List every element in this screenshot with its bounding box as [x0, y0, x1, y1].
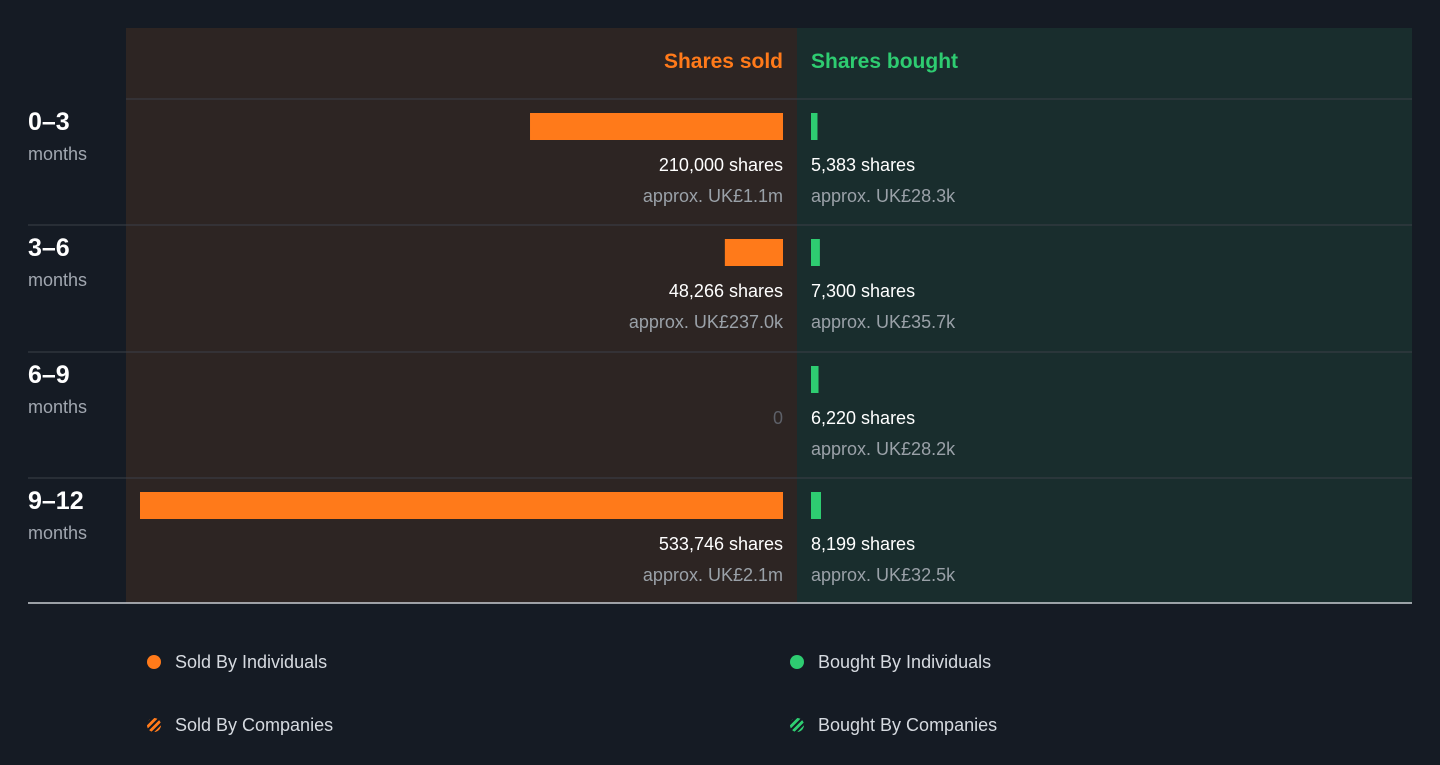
period-unit: months — [28, 270, 88, 290]
sold-shares-label: 48,266 shares — [668, 281, 783, 301]
legend-label: Bought By Companies — [818, 715, 998, 735]
dot-icon — [147, 655, 161, 669]
bought-bar — [811, 492, 821, 519]
sold-value-label: approx. UK£1.1m — [642, 186, 783, 206]
period-label: 9–12 months — [28, 486, 123, 543]
legend-label: Sold By Companies — [175, 715, 334, 735]
sold-zero-label: 0 — [772, 408, 783, 428]
period-unit: months — [28, 523, 88, 543]
bought-bar — [811, 366, 819, 393]
legend-item: Bought By Companies — [790, 713, 997, 737]
striped-dot-icon — [147, 718, 161, 732]
period-unit: months — [28, 397, 88, 417]
chart-legend: Sold By Individuals Bought By Individuals… — [0, 612, 1440, 765]
bought-bar — [811, 113, 818, 140]
period-label: 3–6 months — [28, 233, 123, 290]
insider-trading-chart — [28, 28, 1412, 604]
legend-label: Sold By Individuals — [175, 652, 328, 672]
striped-dot-icon — [790, 718, 804, 732]
legend-item: Bought By Individuals — [790, 650, 991, 674]
sold-bar — [140, 492, 783, 519]
bought-value-label: approx. UK£32.5k — [811, 565, 956, 585]
bought-bar — [811, 239, 820, 266]
period-range: 0–3 — [28, 108, 70, 136]
bought-value-label: approx. UK£35.7k — [811, 312, 956, 332]
sold-value-label: approx. UK£2.1m — [642, 565, 783, 585]
legend-label: Bought By Individuals — [818, 652, 992, 672]
sold-bar — [530, 113, 783, 140]
period-unit: months — [28, 144, 88, 164]
period-range: 3–6 — [28, 234, 70, 262]
bought-shares-label: 6,220 shares — [811, 408, 916, 428]
period-label: 6–9 months — [28, 360, 123, 417]
sold-bar — [724, 239, 783, 266]
shares-bought-header: Shares bought — [811, 50, 959, 73]
bought-shares-label: 7,300 shares — [811, 281, 916, 301]
period-range: 6–9 — [28, 361, 70, 389]
bought-value-label: approx. UK£28.2k — [811, 439, 956, 459]
shares-sold-header: Shares sold — [663, 50, 783, 73]
sold-value-label: approx. UK£237.0k — [628, 312, 783, 332]
bought-shares-label: 5,383 shares — [811, 155, 916, 175]
sold-shares-label: 210,000 shares — [658, 155, 783, 175]
shares-bought-panel — [797, 28, 1412, 603]
dot-icon — [790, 655, 804, 669]
bought-shares-label: 8,199 shares — [811, 534, 916, 554]
legend-item: Sold By Individuals — [147, 650, 327, 674]
period-label: 0–3 months — [28, 107, 123, 164]
sold-shares-label: 533,746 shares — [658, 534, 783, 554]
period-range: 9–12 — [28, 487, 84, 515]
legend-item: Sold By Companies — [147, 713, 333, 737]
bought-value-label: approx. UK£28.3k — [811, 186, 956, 206]
